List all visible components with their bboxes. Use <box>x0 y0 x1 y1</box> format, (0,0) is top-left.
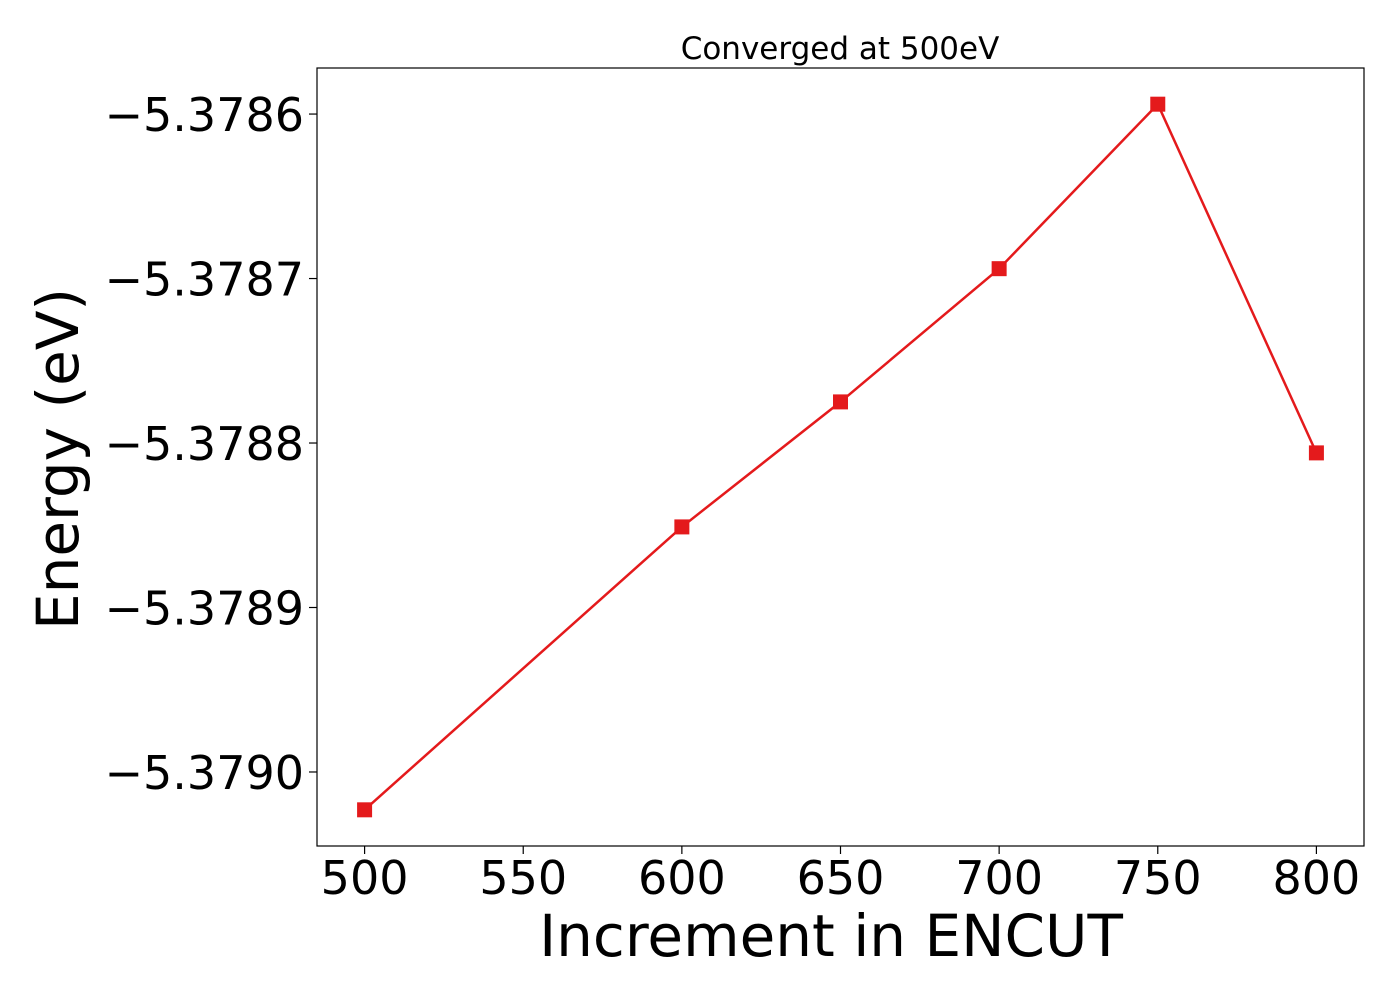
y-axis: −5.3786 −5.3787 −5.3788 −5.3789 −5.3790 <box>105 88 317 800</box>
x-tick-label: 550 <box>479 851 567 905</box>
x-tick-label: 750 <box>1114 851 1202 905</box>
plot-area <box>316 67 1365 847</box>
x-tick-label: 650 <box>797 851 885 905</box>
y-axis-label: Energy (eV) <box>24 288 92 630</box>
y-tick-label: −5.3790 <box>105 746 305 800</box>
chart-title: Converged at 500eV <box>681 31 1000 67</box>
series-layer <box>357 96 1324 818</box>
y-tick-label: −5.3786 <box>105 88 305 142</box>
y-tick-label: −5.3788 <box>105 417 305 471</box>
data-point <box>1150 96 1166 112</box>
x-tick-label: 600 <box>638 851 726 905</box>
x-axis-label: Increment in ENCUT <box>539 902 1123 970</box>
data-point <box>674 519 690 535</box>
data-point <box>991 261 1007 277</box>
data-point <box>1308 445 1324 461</box>
x-axis: 500 550 600 650 700 750 800 <box>321 846 1361 905</box>
x-tick-label: 700 <box>955 851 1043 905</box>
data-point <box>357 802 373 818</box>
x-tick-label: 500 <box>321 851 409 905</box>
series-line <box>363 102 1318 811</box>
y-tick-label: −5.3789 <box>105 582 305 636</box>
data-point <box>833 394 848 410</box>
x-tick-label: 800 <box>1273 851 1361 905</box>
y-tick-label: −5.3787 <box>105 253 305 307</box>
